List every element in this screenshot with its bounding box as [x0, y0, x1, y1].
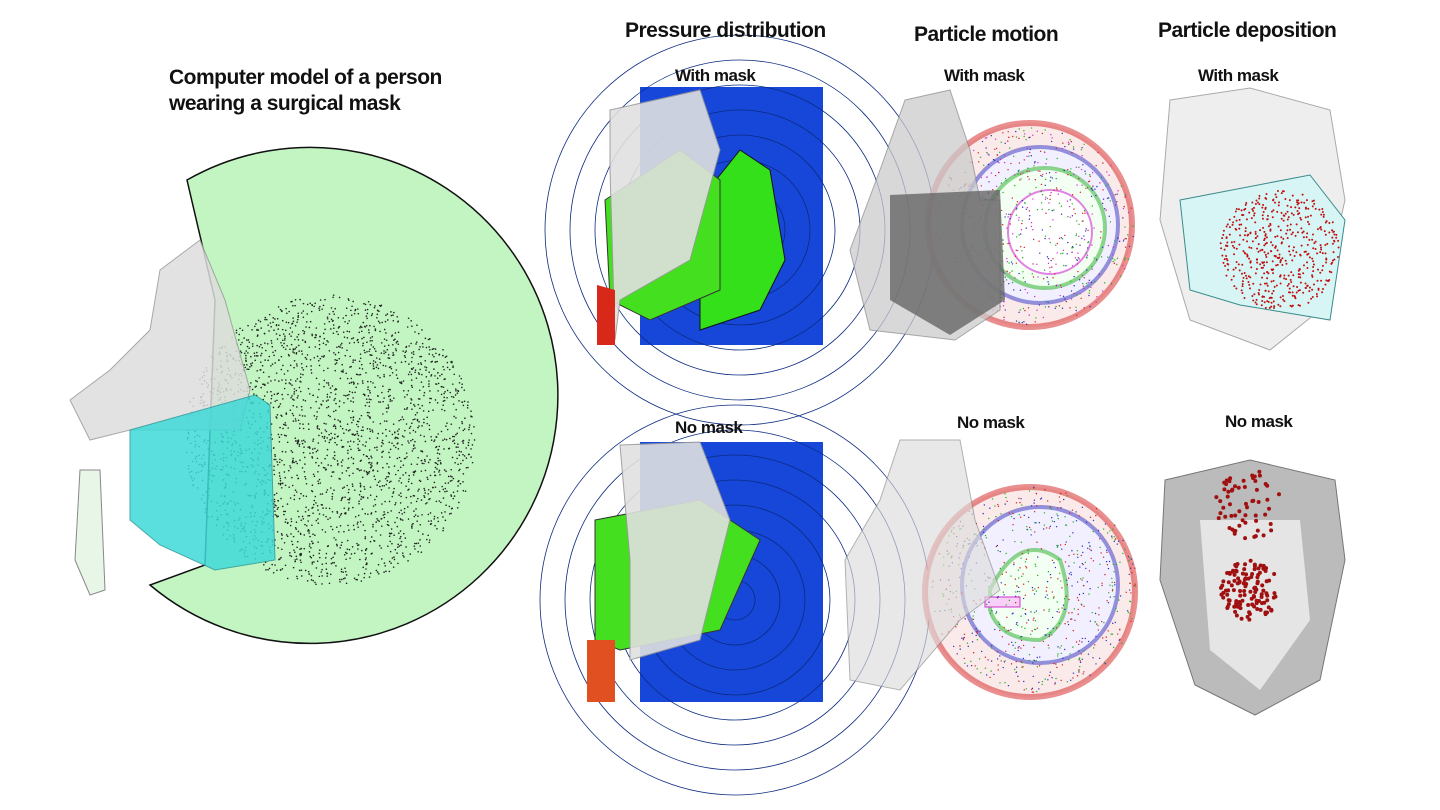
pressure-with-mask — [544, 34, 936, 426]
particle-motion-with-mask — [849, 89, 1135, 341]
main-title-line1: Computer model of a person — [169, 66, 442, 89]
particle-motion-no-mask — [844, 439, 1138, 700]
column-title-motion: Particle motion — [914, 23, 1059, 46]
deposition-top-label: With mask — [1198, 66, 1279, 85]
main-model — [69, 146, 559, 645]
neck-model — [74, 469, 106, 596]
main-title-line2: wearing a surgical mask — [169, 92, 401, 115]
motion-bottom-label: No mask — [957, 413, 1025, 432]
column-title-deposition: Particle deposition — [1158, 19, 1337, 42]
pressure-top-label: With mask — [675, 66, 756, 85]
deposition-bottom-label: No mask — [1225, 412, 1293, 431]
pressure-bottom-label: No mask — [675, 418, 743, 437]
deposition-with-mask — [1159, 87, 1346, 351]
surgical-mask — [129, 394, 276, 571]
deposition-no-mask — [1159, 459, 1346, 716]
column-title-pressure: Pressure distribution — [625, 19, 826, 42]
motion-top-label: With mask — [944, 66, 1025, 85]
